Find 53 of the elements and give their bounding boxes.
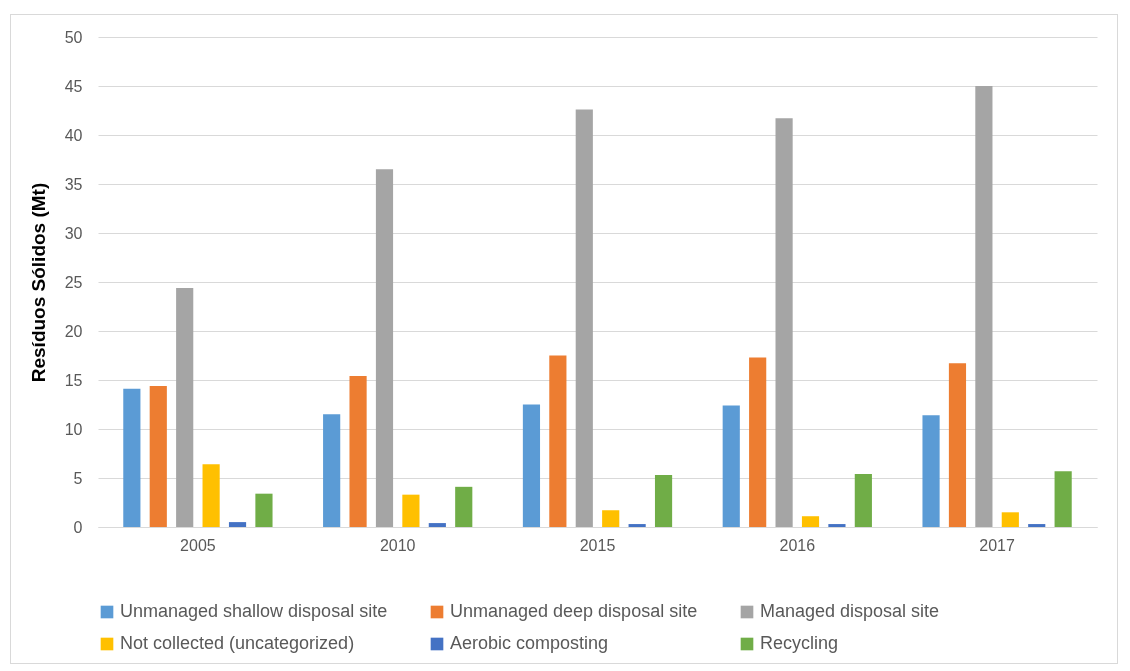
y-tick-label: 0 [73,518,83,536]
bar [1028,524,1046,527]
bar [828,524,846,527]
y-tick-label: 50 [64,28,83,46]
bar [948,363,967,527]
y-axis-title: Resíduos Sólidos (Mt) [27,182,49,383]
y-tick-label: 35 [64,175,83,193]
bar [202,464,220,527]
y-tick-label: 40 [64,126,83,144]
bar [176,287,194,527]
bar [549,355,567,527]
bar [428,523,446,527]
x-tick-label: 2010 [379,536,416,554]
x-tick-label: 2015 [579,536,616,554]
legend-label: Unmanaged shallow disposal site [120,601,388,621]
legend-label: Unmanaged deep disposal site [450,601,698,621]
bar [228,522,247,527]
bar [323,414,341,527]
y-tick-label: 15 [64,371,83,389]
bar [522,404,541,527]
x-tick-label: 2005 [180,536,216,554]
x-tick-label: 2016 [779,536,816,554]
bar [602,510,620,527]
y-tick-label: 30 [64,224,83,242]
bar [349,376,367,527]
bar [775,118,793,527]
bar [801,516,820,527]
bar [628,524,646,527]
bar [149,385,167,527]
bar [575,109,593,527]
y-tick-label: 45 [64,77,83,95]
bar [722,405,740,527]
bar [455,486,473,527]
bar [123,388,141,527]
x-tick-label: 2017 [979,536,1015,554]
bar [854,474,872,527]
bar [375,169,394,527]
bar [654,475,673,527]
legend-label: Aerobic composting [450,633,609,653]
legend-label: Not collected (uncategorized) [120,633,355,653]
bar [1001,512,1019,527]
legend-label: Managed disposal site [760,601,940,621]
bar [1054,471,1072,527]
legend-label: Recycling [760,633,839,653]
bar [749,357,767,527]
y-tick-label: 10 [64,420,83,438]
y-tick-label: 5 [73,469,83,487]
bar [402,494,420,527]
y-tick-label: 20 [64,322,83,340]
y-tick-label: 25 [64,273,83,291]
bar [255,493,273,527]
bar [922,415,940,527]
bar [975,86,993,527]
